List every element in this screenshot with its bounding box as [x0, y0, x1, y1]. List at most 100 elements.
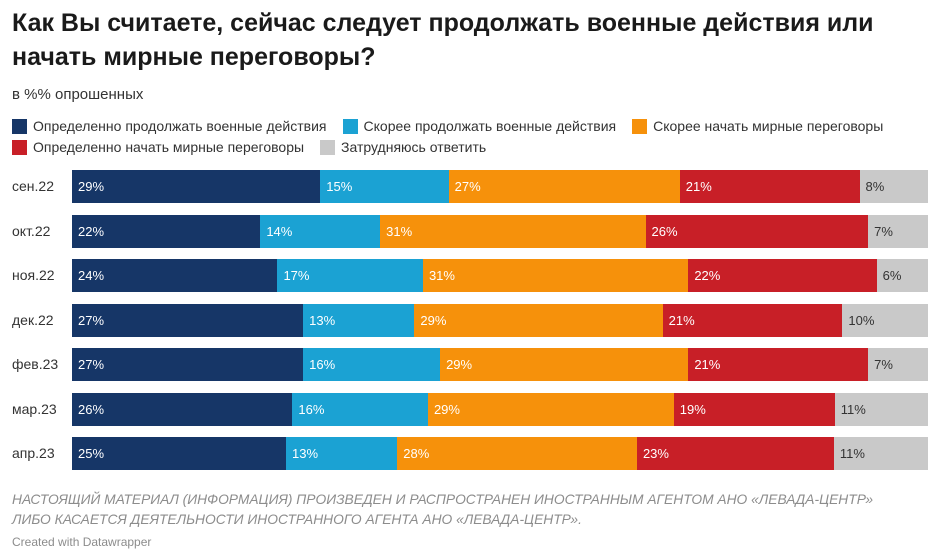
data-label: 31%: [386, 215, 412, 248]
legend-label: Затрудняюсь ответить: [341, 139, 487, 155]
credit-link[interactable]: Created with Datawrapper: [12, 535, 152, 549]
bar-segment: 16%: [303, 348, 441, 381]
data-label: 22%: [78, 215, 104, 248]
data-label-suffix: %: [297, 268, 310, 283]
data-label: 26%: [652, 215, 678, 248]
chart-row: мар.23 26% 16% 29% 19% 11%: [0, 392, 940, 426]
bar-segment: 29%: [427, 392, 674, 426]
data-label: 16%: [298, 393, 324, 426]
data-label-value: 21: [668, 312, 684, 328]
legend-swatch: [632, 119, 648, 134]
row-label: мар.23: [12, 400, 57, 417]
stacked-bar-chart: сен.22 29% 15% 27% 21% 8% окт.22 22% 14% 31% 26% 7%…: [0, 170, 940, 470]
bar-segment: 14%: [260, 214, 381, 248]
row-label: дек.22: [12, 311, 54, 328]
bar-segment: 17%: [277, 259, 423, 292]
data-label: 27%: [455, 170, 481, 203]
bar-segment: 15%: [320, 170, 449, 203]
row-label: фев.23: [12, 356, 59, 372]
data-label-value: 26: [651, 223, 666, 239]
chart-title-line: начать мирные переговоры?: [12, 43, 376, 71]
data-label-value: 31: [428, 268, 444, 283]
data-label: 27%: [78, 304, 104, 337]
data-label: 13%: [292, 437, 318, 470]
data-label-value: 22: [694, 268, 709, 283]
data-label: 28%: [403, 437, 429, 470]
bar-segment: 21%: [679, 170, 860, 203]
chart-title-line: Как Вы считаете, сейчас следует продолжа…: [12, 9, 874, 37]
data-label-value: 11: [840, 401, 855, 417]
data-label: 16%: [309, 348, 335, 381]
chart-row: дек.22 27% 13% 29% 21% 10%: [0, 303, 940, 337]
data-label: 24%: [78, 259, 104, 292]
bar-segment: 26%: [645, 214, 869, 248]
data-label: 13%: [309, 304, 335, 337]
bar-segment: 6%: [876, 259, 928, 292]
data-label-value: 13: [309, 312, 324, 328]
data-label: 19%: [680, 393, 706, 426]
bar-segment: 29%: [414, 303, 663, 337]
data-label-value: 6: [882, 268, 890, 283]
data-label: 11%: [841, 393, 866, 426]
bar-segment: 23%: [636, 437, 834, 470]
bar-segment: 25%: [72, 437, 286, 470]
data-label-value: 29: [446, 357, 461, 372]
data-label-value: 23: [642, 446, 658, 461]
legend-swatch: [342, 119, 358, 134]
data-label-value: 29: [433, 401, 449, 417]
data-label-value: 7: [874, 357, 882, 372]
data-label-suffix: %: [657, 446, 669, 461]
data-label-value: 15: [326, 179, 341, 194]
data-label-value: 26: [78, 401, 93, 417]
data-label: 21%: [694, 348, 720, 381]
data-label-suffix: %: [417, 446, 430, 461]
data-label-value: 8: [865, 179, 873, 194]
data-label-value: 27: [454, 179, 470, 194]
legend-item: Определенно продолжать военные действия: [12, 116, 327, 137]
legend-label: Определенно продолжать военные действия: [33, 118, 327, 134]
data-label-suffix: %: [665, 223, 678, 239]
data-label-value: 27: [78, 312, 93, 328]
data-label: 29%: [446, 348, 472, 381]
bar-segment: 13%: [303, 303, 415, 337]
bar-segment: 27%: [72, 348, 304, 381]
data-label-suffix: %: [683, 312, 695, 328]
legend-swatch: [320, 140, 336, 155]
bar-segment: 19%: [673, 392, 835, 426]
data-label: 8%: [866, 170, 885, 203]
data-label-value: 10: [848, 312, 863, 328]
data-label-suffix: %: [92, 446, 105, 461]
data-label: 26%: [78, 393, 104, 426]
legend-label: Скорее начать мирные переговоры: [653, 118, 884, 134]
data-label-value: 28: [403, 446, 418, 461]
data-label-suffix: %: [862, 312, 875, 328]
data-label: 21%: [669, 304, 695, 337]
data-label-suffix: %: [460, 357, 473, 372]
data-label-value: 7: [874, 223, 882, 239]
data-label-value: 17: [283, 268, 298, 283]
bar-segment: 24%: [72, 259, 278, 292]
data-label-suffix: %: [872, 179, 885, 194]
data-label-value: 31: [386, 223, 401, 239]
row-label: сен.22: [12, 178, 54, 194]
data-label: 10%: [848, 304, 874, 337]
chart-row: апр.23 25% 13% 28% 23% 11%: [0, 437, 940, 470]
bar-segment: 29%: [440, 348, 689, 381]
bar-segment: 28%: [397, 437, 637, 470]
data-label-value: 21: [694, 357, 709, 372]
data-label-suffix: %: [853, 446, 865, 461]
data-label-value: 19: [679, 401, 695, 417]
disclaimer-line: ЛИБО КАСАЕТСЯ ДЕЯТЕЛЬНОСТИ ИНОСТРАННОГО …: [12, 512, 582, 527]
data-label-value: 21: [685, 179, 701, 194]
row-label: окт.22: [12, 222, 51, 239]
data-label: 22%: [694, 259, 720, 292]
data-label-value: 13: [292, 446, 307, 461]
data-label: 27%: [78, 348, 104, 381]
data-label-suffix: %: [92, 179, 105, 194]
bar-segment: 31%: [422, 259, 689, 292]
data-label: 23%: [643, 437, 669, 470]
data-label-suffix: %: [700, 179, 712, 194]
legend-item: Скорее начать мирные переговоры: [632, 116, 883, 137]
data-label: 15%: [326, 170, 352, 203]
data-label-suffix: %: [469, 179, 481, 194]
